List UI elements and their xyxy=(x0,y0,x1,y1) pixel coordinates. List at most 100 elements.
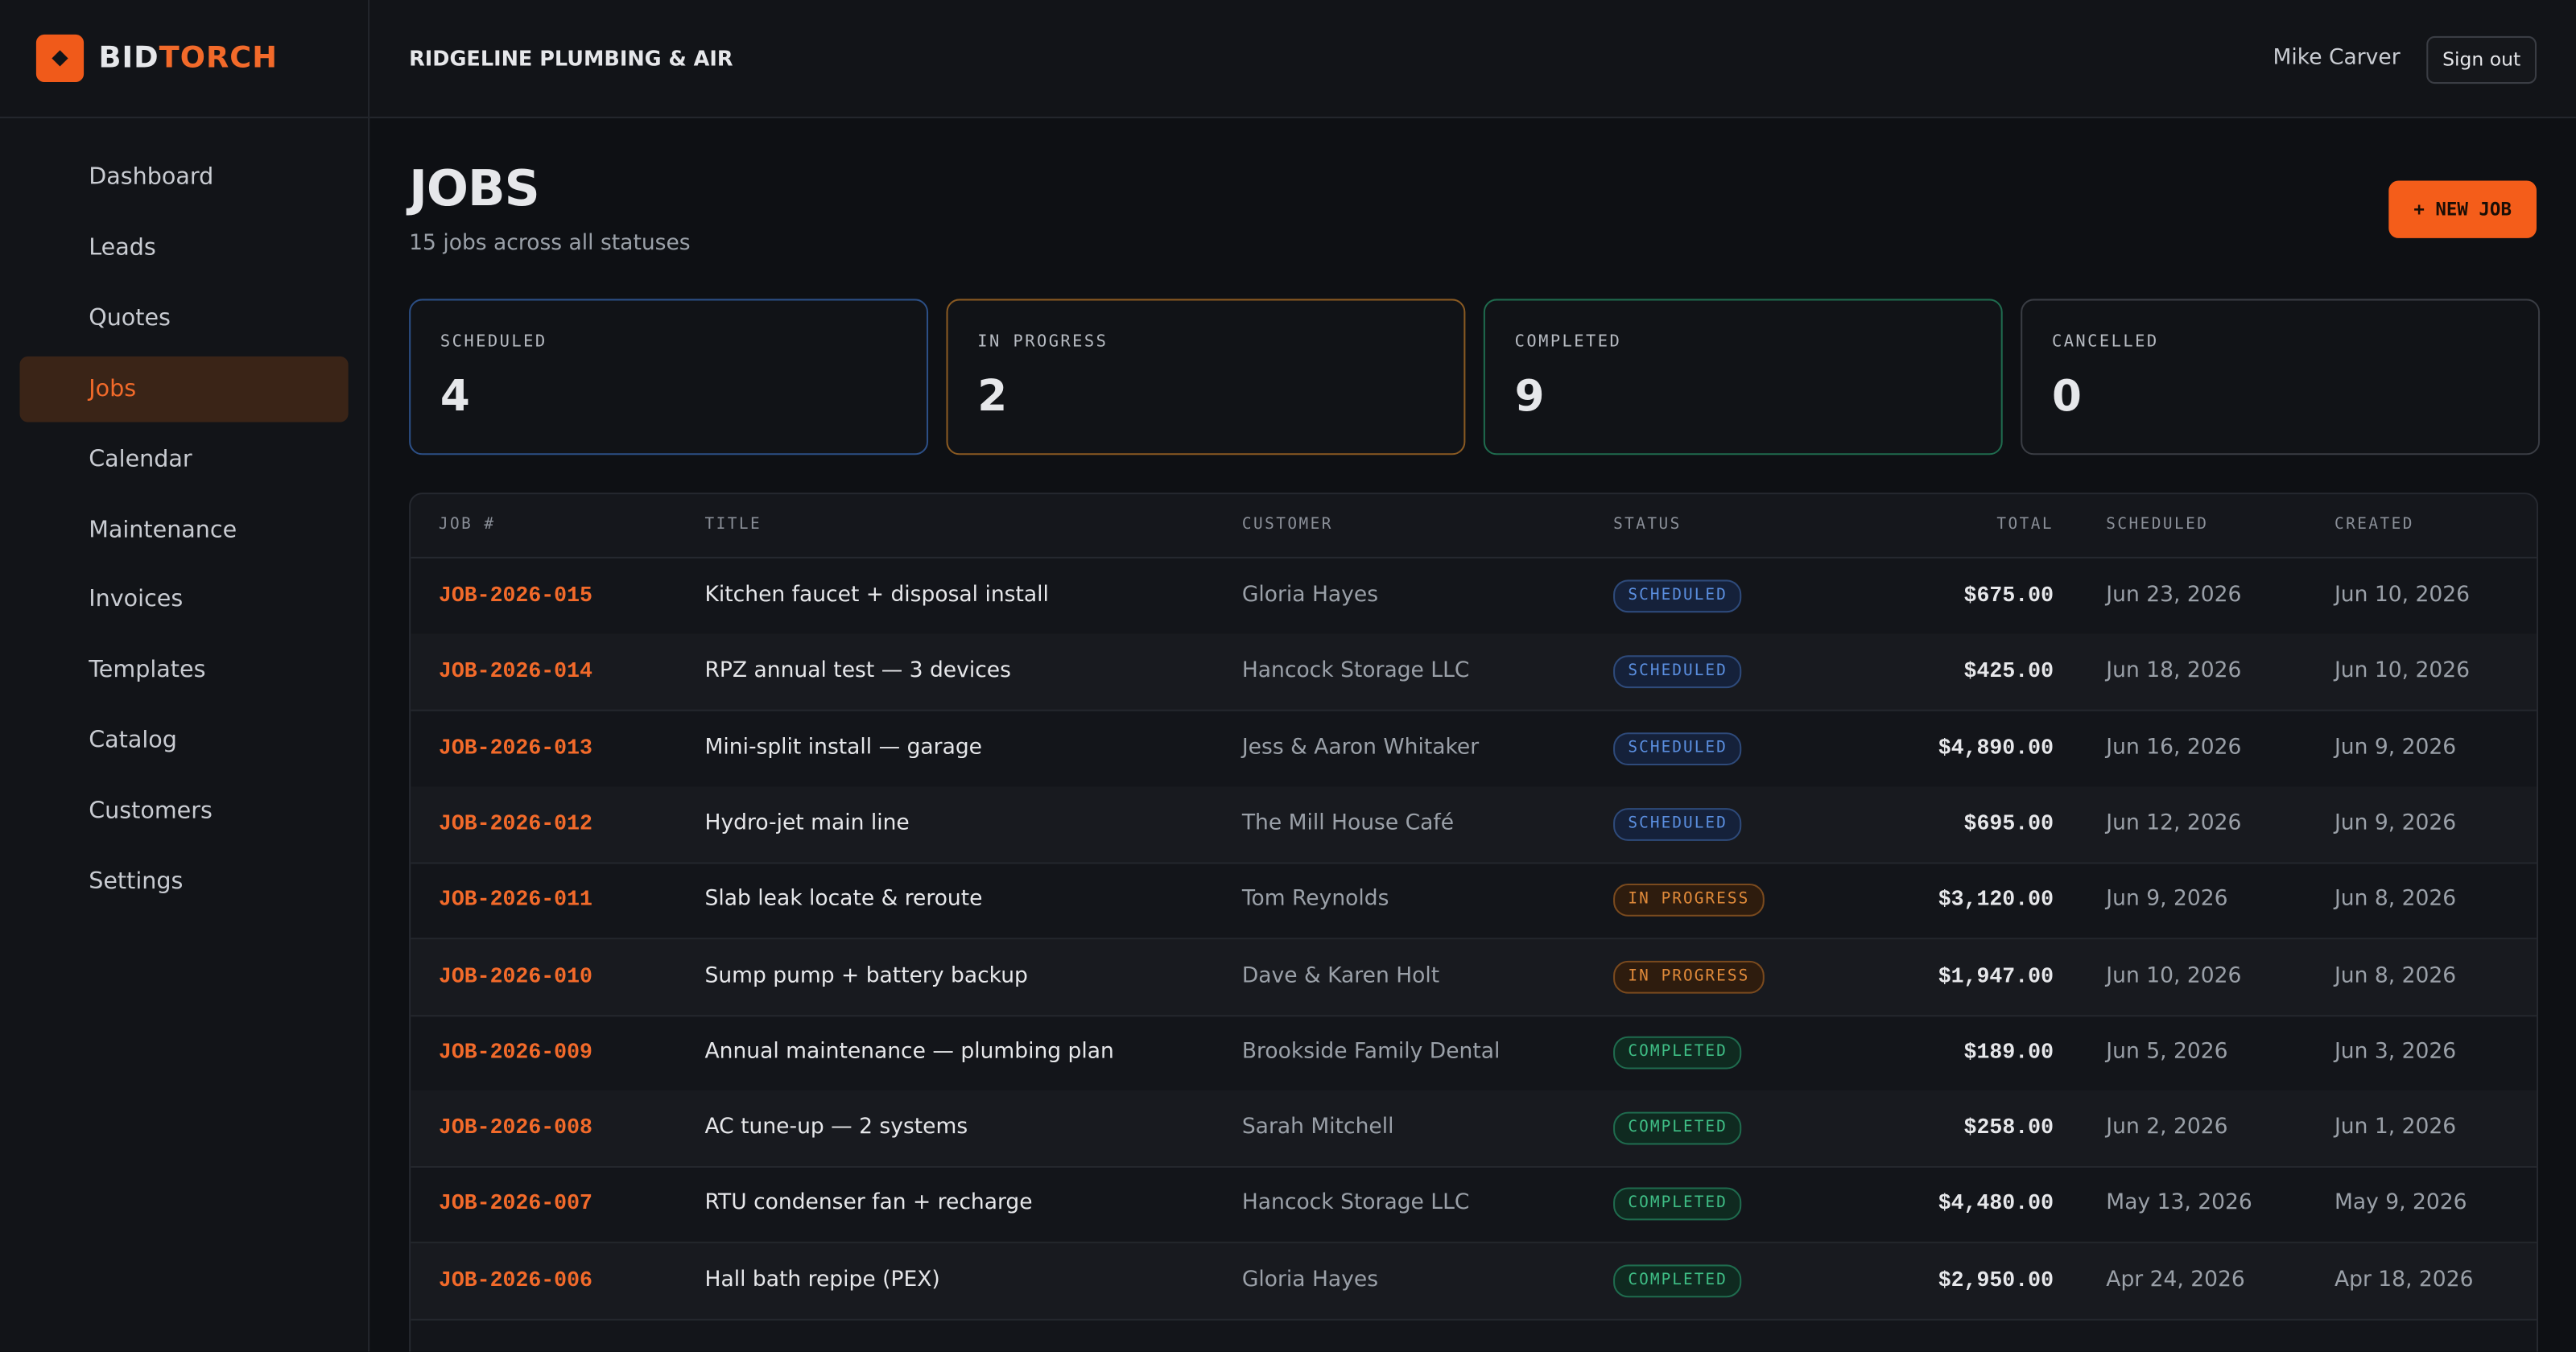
stat-label: COMPLETED xyxy=(1514,333,1622,352)
nav-item[interactable]: Jobs xyxy=(19,356,349,422)
created-date: Jun 9, 2026 xyxy=(2334,810,2457,836)
customer: Hancock Storage LLC xyxy=(1241,658,1470,684)
nav-item[interactable]: Settings xyxy=(19,849,348,915)
customer: Gloria Hayes xyxy=(1241,1267,1379,1292)
total: $695.00 xyxy=(1963,810,2054,836)
nav-item[interactable]: Calendar xyxy=(19,427,348,493)
job-number[interactable]: JOB-2026-013 xyxy=(438,735,592,760)
stat-card: IN PROGRESS 2 xyxy=(946,299,1466,455)
nav-item[interactable]: Customers xyxy=(19,779,348,845)
sign-out[interactable]: Sign out xyxy=(2426,35,2537,84)
new-job-button[interactable]: + NEW JOB xyxy=(2388,180,2537,238)
jobs-table: JOB # TITLE CUSTOMER STATUS TOTAL SCHEDULED CR… xyxy=(409,493,2539,1352)
nav-item[interactable]: Catalog xyxy=(19,708,348,774)
scheduled-date: Jun 9, 2026 xyxy=(2106,887,2228,913)
nav-label: Settings xyxy=(89,868,184,896)
nav-item[interactable]: Dashboard xyxy=(19,145,348,211)
created-date: Jun 9, 2026 xyxy=(2334,735,2457,760)
user-name: Mike Carver xyxy=(2273,46,2401,71)
created-date: Jun 1, 2026 xyxy=(2334,1115,2457,1140)
job-number[interactable]: JOB-2026-007 xyxy=(438,1191,592,1216)
topbar: RIDGELINE PLUMBING & AIR Mike Carver Sig… xyxy=(369,0,2576,118)
created-date: Jun 10, 2026 xyxy=(2334,583,2471,608)
page-title: JOBS xyxy=(409,160,540,219)
scheduled-date: Jun 16, 2026 xyxy=(2106,735,2242,760)
nav-label: Quotes xyxy=(89,305,171,332)
table-row: JOB-2026-009 Annual maintenance — plumbin… xyxy=(411,1015,2537,1092)
nav-item[interactable]: Quotes xyxy=(19,286,348,352)
total: $4,480.00 xyxy=(1938,1191,2054,1216)
stat-value: 9 xyxy=(1514,373,1545,422)
job-number[interactable]: JOB-2026-006 xyxy=(438,1267,592,1292)
nav-label: Customers xyxy=(89,798,213,825)
stat-label: IN PROGRESS xyxy=(977,333,1108,352)
total: $189.00 xyxy=(1963,1039,2054,1065)
total: $425.00 xyxy=(1963,658,2054,684)
table-row: JOB-2026-006 Hall bath repipe (PEX) Gloria… xyxy=(411,1243,2537,1321)
job-number[interactable]: JOB-2026-014 xyxy=(438,658,592,684)
nav-label: Jobs xyxy=(89,375,137,402)
total: $258.00 xyxy=(1963,1115,2054,1140)
job-number[interactable]: JOB-2026-015 xyxy=(438,583,592,608)
job-number[interactable]: JOB-2026-008 xyxy=(438,1115,592,1140)
stat-value: 2 xyxy=(977,373,1008,422)
created-date: Jun 8, 2026 xyxy=(2334,887,2457,913)
customer: Tom Reynolds xyxy=(1241,887,1389,913)
job-title: Mini-split install — garage xyxy=(704,735,983,760)
job-number[interactable]: JOB-2026-009 xyxy=(438,1039,592,1065)
created-date: May 9, 2026 xyxy=(2334,1191,2467,1216)
stat-value: 4 xyxy=(440,373,470,422)
scheduled-date: Jun 12, 2026 xyxy=(2106,810,2242,836)
scheduled-date: Jun 5, 2026 xyxy=(2106,1039,2228,1065)
nav-item[interactable]: Templates xyxy=(19,637,348,703)
nav-label: Leads xyxy=(89,234,156,262)
table-row: JOB-2026-010 Sump pump + battery backup Da… xyxy=(411,938,2537,1016)
scheduled-date: Jun 18, 2026 xyxy=(2106,658,2242,684)
job-number[interactable]: JOB-2026-011 xyxy=(438,887,592,913)
total: $2,950.00 xyxy=(1938,1267,2054,1292)
customer: The Mill House Café xyxy=(1241,810,1455,836)
table-header: JOB # TITLE CUSTOMER STATUS TOTAL SCHEDULED CR… xyxy=(411,494,2537,559)
stat-card: CANCELLED 0 xyxy=(2021,299,2541,455)
total: $4,890.00 xyxy=(1938,735,2054,760)
nav-label: Catalog xyxy=(89,728,177,755)
job-title: Hydro-jet main line xyxy=(704,810,910,836)
nav-item[interactable]: Invoices xyxy=(19,567,348,633)
total: $1,947.00 xyxy=(1938,962,2054,988)
customer: Dave & Karen Holt xyxy=(1241,962,1440,988)
table-row: JOB-2026-014 RPZ annual test — 3 devices H… xyxy=(411,634,2537,712)
column-header: TITLE xyxy=(704,515,762,534)
job-title: Kitchen faucet + disposal install xyxy=(704,583,1049,608)
stat-label: SCHEDULED xyxy=(440,333,547,352)
customer: Sarah Mitchell xyxy=(1241,1115,1394,1140)
column-header: SCHEDULED xyxy=(2106,515,2209,534)
divider xyxy=(0,116,369,118)
nav-label: Invoices xyxy=(89,587,184,614)
status-badge: COMPLETED xyxy=(1613,1263,1743,1297)
stat-label: CANCELLED xyxy=(2051,333,2159,352)
nav-label: Templates xyxy=(89,657,206,684)
nav-item[interactable]: Leads xyxy=(19,215,348,281)
column-header: STATUS xyxy=(1613,515,1682,534)
job-title: Slab leak locate & reroute xyxy=(704,887,983,913)
status-badge: IN PROGRESS xyxy=(1613,884,1765,917)
job-title: Hall bath repipe (PEX) xyxy=(704,1267,940,1292)
brand-b: TORCH xyxy=(159,41,279,76)
customer: Jess & Aaron Whitaker xyxy=(1241,735,1480,760)
stat-value: 0 xyxy=(2051,373,2082,422)
company: RIDGELINE PLUMBING & AIR xyxy=(409,46,733,71)
logo xyxy=(35,34,85,83)
job-number[interactable]: JOB-2026-010 xyxy=(438,962,592,988)
column-header: CREATED xyxy=(2334,515,2414,534)
customer: Hancock Storage LLC xyxy=(1241,1191,1470,1216)
scheduled-date: Apr 24, 2026 xyxy=(2106,1267,2245,1292)
scheduled-date: May 13, 2026 xyxy=(2106,1191,2252,1216)
job-number[interactable]: JOB-2026-012 xyxy=(438,810,592,836)
nav-item[interactable]: Maintenance xyxy=(19,497,348,563)
column-header: JOB # xyxy=(438,515,496,534)
created-date: Jun 3, 2026 xyxy=(2334,1039,2457,1065)
nav-label: Maintenance xyxy=(89,516,237,543)
scheduled-date: Jun 2, 2026 xyxy=(2106,1115,2228,1140)
table-row: JOB-2026-015 Kitchen faucet + disposal in… xyxy=(411,559,2537,636)
